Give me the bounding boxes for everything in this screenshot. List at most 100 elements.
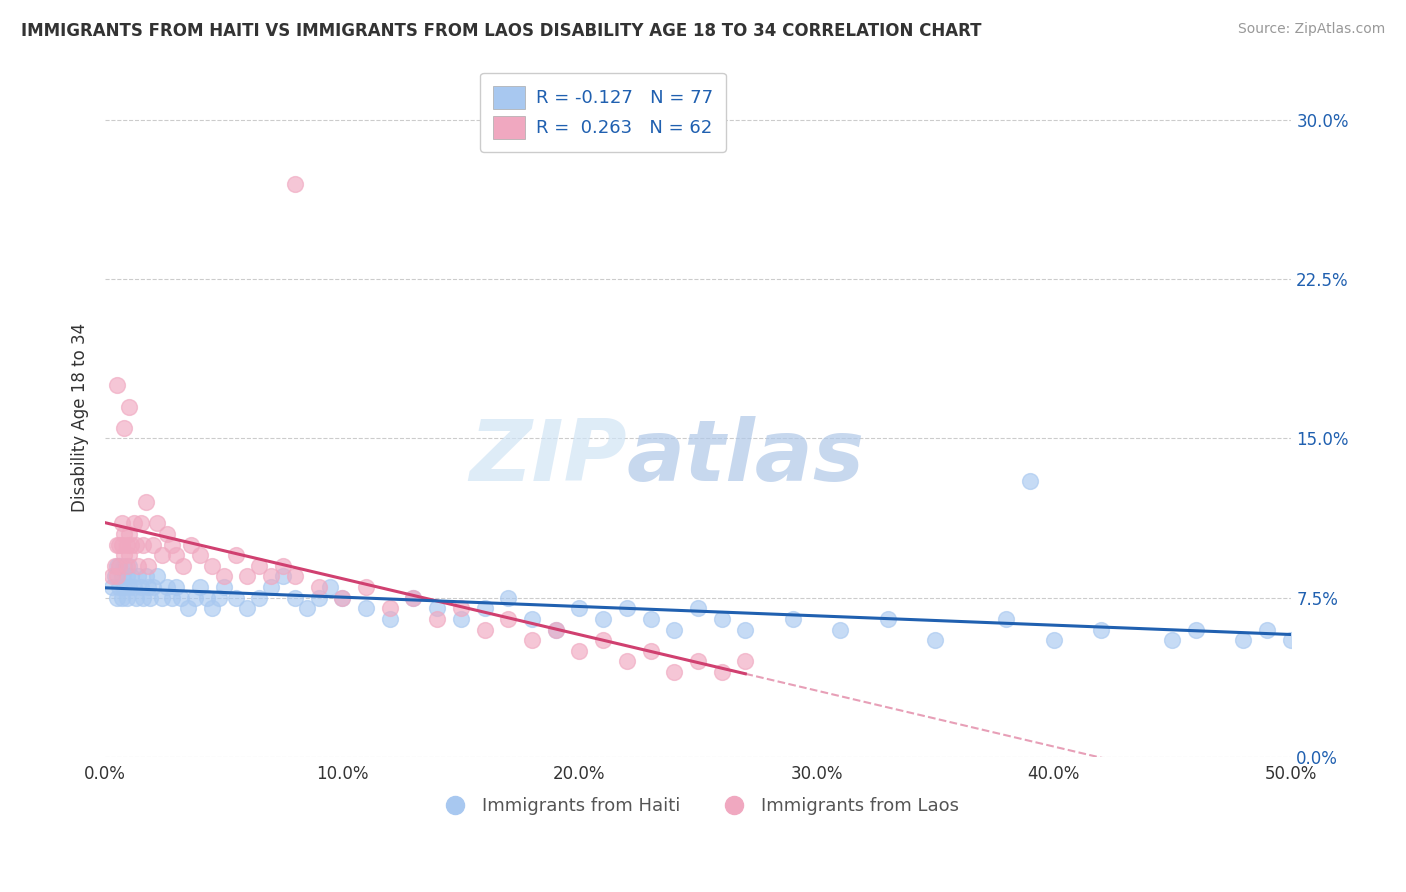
- Point: [111, 516, 134, 531]
- Point: [1042, 633, 1064, 648]
- Point: [686, 654, 709, 668]
- Point: [180, 538, 202, 552]
- Point: [118, 580, 141, 594]
- Y-axis label: Disability Age 18 to 34: Disability Age 18 to 34: [72, 323, 89, 512]
- Point: [236, 569, 259, 583]
- Point: [150, 548, 173, 562]
- Point: [177, 601, 200, 615]
- Point: [127, 569, 149, 583]
- Point: [568, 644, 591, 658]
- Point: [330, 591, 353, 605]
- Point: [1090, 623, 1112, 637]
- Point: [876, 612, 898, 626]
- Point: [426, 601, 449, 615]
- Point: [782, 612, 804, 626]
- Point: [1232, 633, 1254, 648]
- Point: [105, 591, 128, 605]
- Point: [496, 591, 519, 605]
- Point: [105, 538, 128, 552]
- Point: [354, 601, 377, 615]
- Point: [308, 591, 330, 605]
- Point: [118, 400, 141, 414]
- Point: [115, 591, 138, 605]
- Point: [450, 612, 472, 626]
- Point: [112, 548, 135, 562]
- Point: [150, 591, 173, 605]
- Point: [188, 580, 211, 594]
- Point: [378, 601, 401, 615]
- Point: [118, 558, 141, 573]
- Point: [402, 591, 425, 605]
- Point: [101, 580, 124, 594]
- Point: [568, 601, 591, 615]
- Point: [236, 601, 259, 615]
- Point: [734, 654, 756, 668]
- Point: [172, 558, 194, 573]
- Point: [201, 601, 224, 615]
- Point: [165, 580, 187, 594]
- Point: [156, 527, 179, 541]
- Point: [284, 177, 307, 191]
- Point: [544, 623, 567, 637]
- Point: [616, 654, 638, 668]
- Point: [225, 591, 247, 605]
- Point: [592, 612, 614, 626]
- Point: [127, 558, 149, 573]
- Point: [160, 538, 183, 552]
- Point: [134, 569, 156, 583]
- Point: [129, 580, 152, 594]
- Point: [426, 612, 449, 626]
- Point: [402, 591, 425, 605]
- Point: [115, 538, 138, 552]
- Point: [156, 580, 179, 594]
- Point: [1185, 623, 1208, 637]
- Point: [105, 569, 128, 583]
- Point: [212, 580, 235, 594]
- Point: [330, 591, 353, 605]
- Point: [616, 601, 638, 615]
- Point: [120, 538, 142, 552]
- Point: [710, 612, 733, 626]
- Point: [188, 548, 211, 562]
- Text: Source: ZipAtlas.com: Source: ZipAtlas.com: [1237, 22, 1385, 37]
- Point: [354, 580, 377, 594]
- Point: [450, 601, 472, 615]
- Point: [319, 580, 342, 594]
- Point: [271, 569, 294, 583]
- Text: IMMIGRANTS FROM HAITI VS IMMIGRANTS FROM LAOS DISABILITY AGE 18 TO 34 CORRELATIO: IMMIGRANTS FROM HAITI VS IMMIGRANTS FROM…: [21, 22, 981, 40]
- Point: [136, 580, 159, 594]
- Point: [520, 633, 543, 648]
- Text: atlas: atlas: [627, 417, 865, 500]
- Point: [295, 601, 318, 615]
- Point: [995, 612, 1018, 626]
- Point: [924, 633, 946, 648]
- Point: [496, 612, 519, 626]
- Point: [284, 569, 307, 583]
- Point: [1279, 633, 1302, 648]
- Point: [125, 538, 148, 552]
- Point: [271, 558, 294, 573]
- Point: [108, 580, 131, 594]
- Point: [115, 558, 138, 573]
- Point: [664, 665, 686, 679]
- Point: [260, 569, 283, 583]
- Point: [686, 601, 709, 615]
- Point: [122, 580, 145, 594]
- Point: [474, 601, 496, 615]
- Point: [112, 421, 135, 435]
- Point: [125, 591, 148, 605]
- Point: [195, 591, 218, 605]
- Point: [640, 612, 662, 626]
- Point: [120, 569, 142, 583]
- Point: [112, 580, 135, 594]
- Point: [108, 538, 131, 552]
- Point: [734, 623, 756, 637]
- Point: [247, 591, 270, 605]
- Point: [132, 538, 155, 552]
- Point: [378, 612, 401, 626]
- Point: [247, 558, 270, 573]
- Point: [1018, 474, 1040, 488]
- Point: [1161, 633, 1184, 648]
- Legend: Immigrants from Haiti, Immigrants from Laos: Immigrants from Haiti, Immigrants from L…: [429, 790, 966, 822]
- Point: [520, 612, 543, 626]
